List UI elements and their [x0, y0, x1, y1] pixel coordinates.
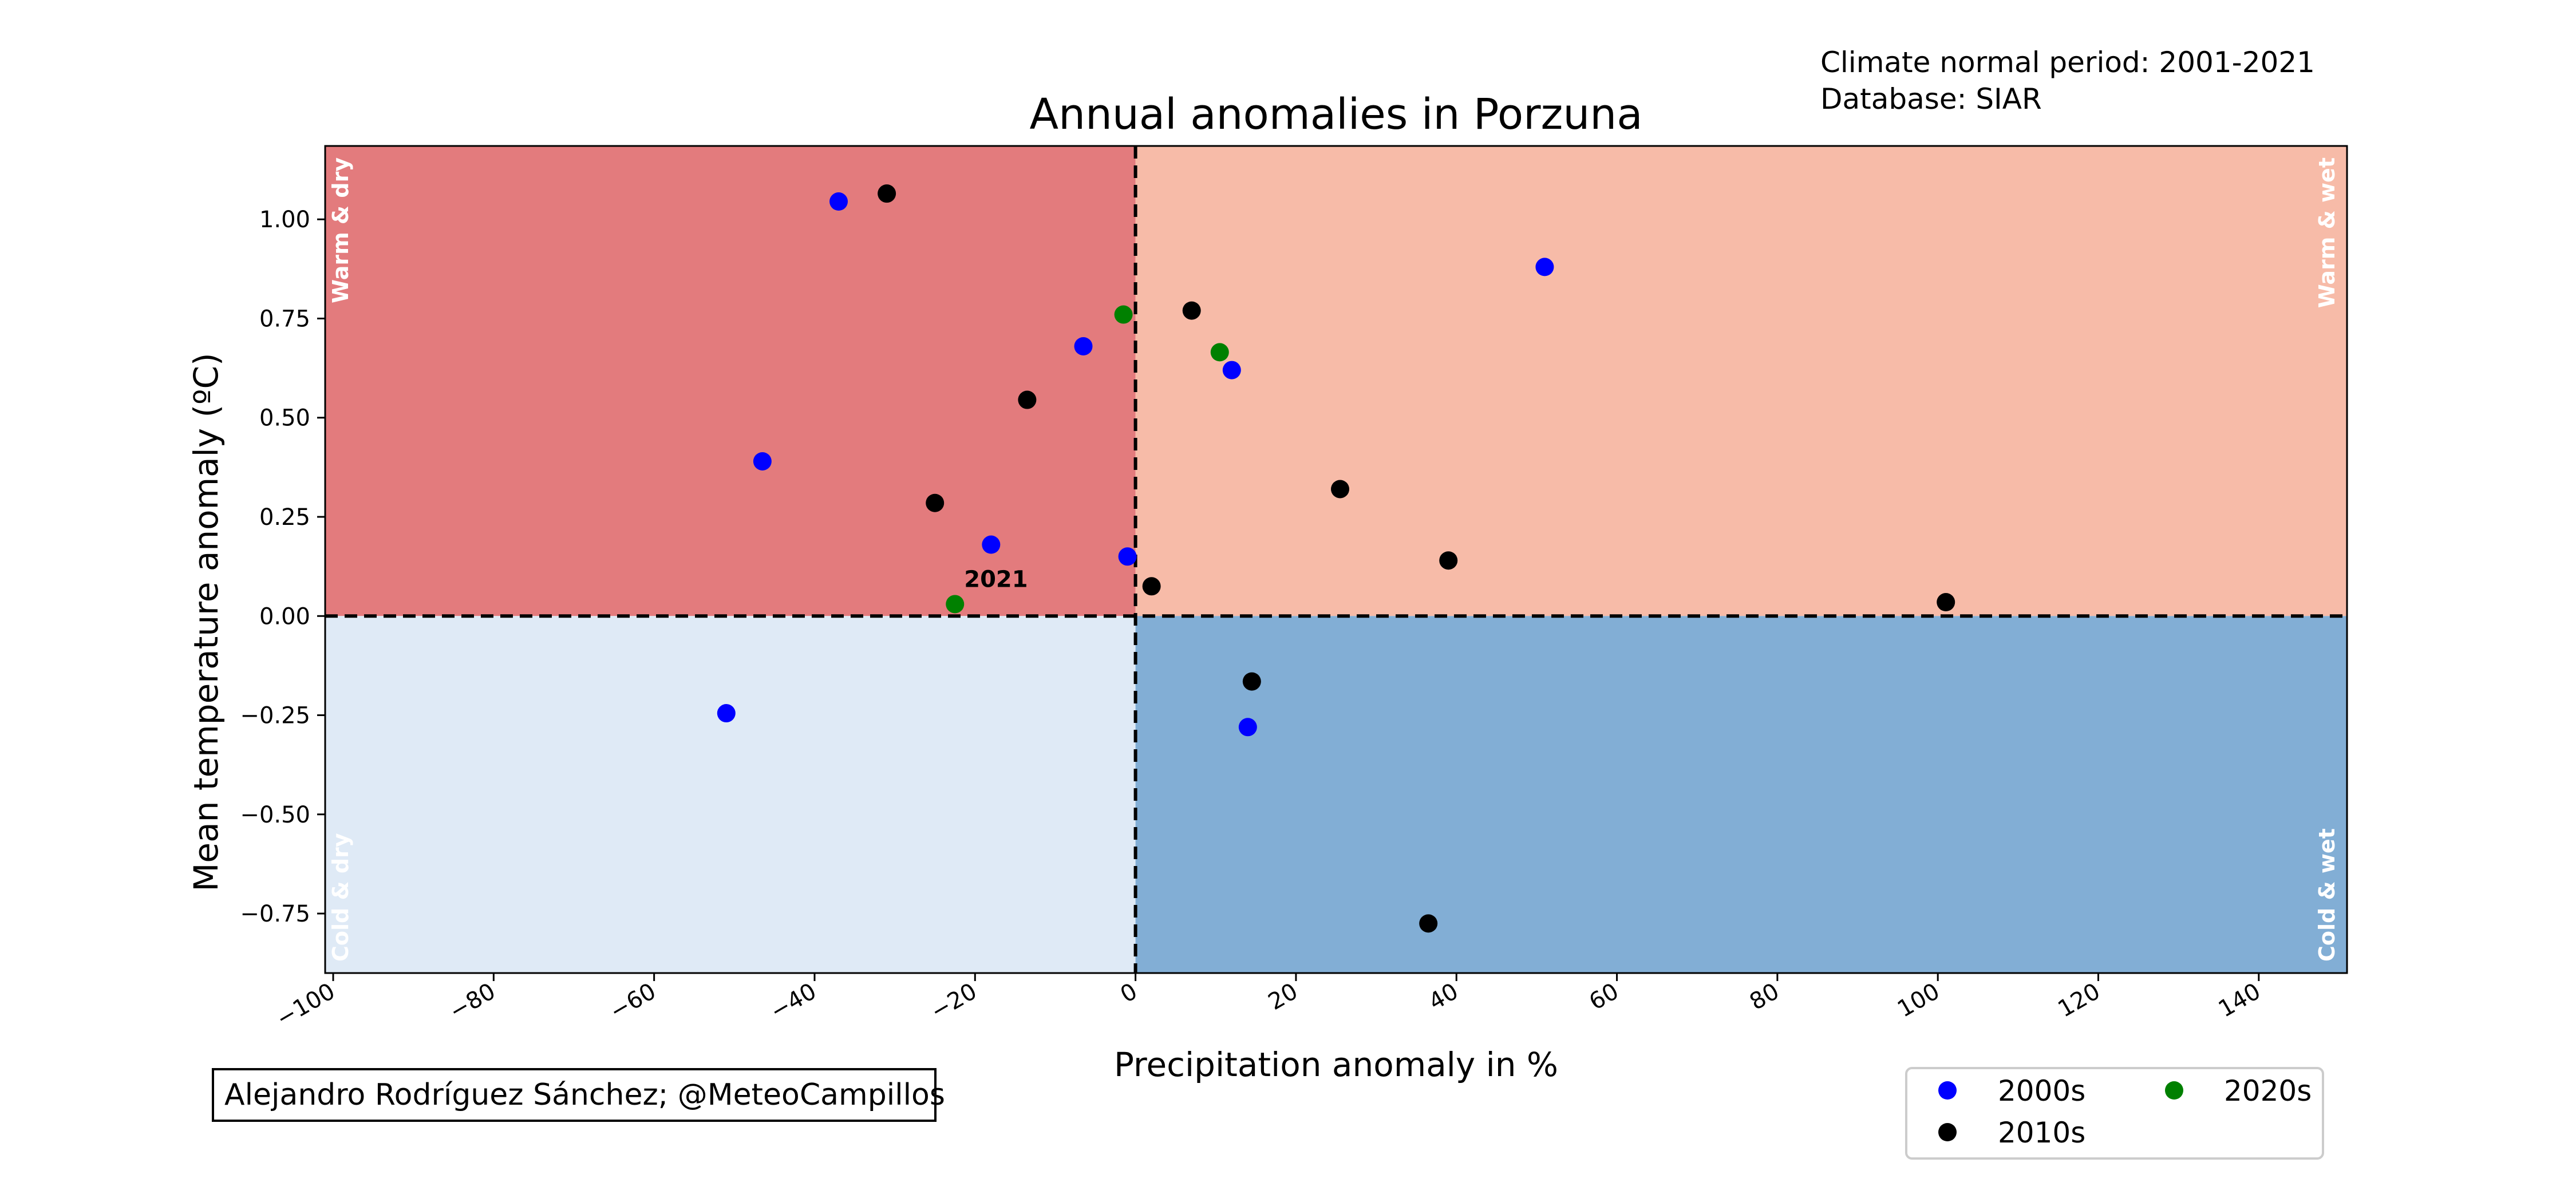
x-axis-ticks: −100 −80 −60 −40 −20 0 20 40 60 80 100 120 140 [272, 973, 2265, 1033]
y-axis-ticks: −0.75 −0.50 −0.25 0.00 0.25 0.50 0.75 1.00 [240, 207, 325, 927]
point-2010s [1242, 672, 1261, 691]
x-tick-label: 100 [1893, 978, 1944, 1023]
climate-period-info: Climate normal period: 2001-2021 [1820, 46, 2315, 79]
point-2010s [1142, 577, 1161, 596]
x-tick-label: 0 [1116, 978, 1142, 1009]
quadrant-cold-wet [1135, 616, 2348, 973]
point-2000s [717, 704, 736, 723]
y-tick-label: −0.50 [240, 802, 310, 828]
quadrant-label-cold-wet: Cold & wet [2314, 828, 2340, 962]
y-tick-label: 0.50 [259, 405, 310, 432]
quadrant-warm-dry [325, 146, 1136, 616]
point-annotations: 2021 [964, 566, 1028, 592]
point-2010s [1419, 914, 1438, 933]
legend-marker-2010s [1938, 1123, 1957, 1141]
legend-label-2020s: 2020s [2224, 1074, 2312, 1108]
y-tick-label: −0.25 [240, 703, 310, 729]
y-tick-label: −0.75 [240, 901, 310, 927]
credit-text: Alejandro Rodríguez Sánchez; @MeteoCampi… [224, 1078, 945, 1112]
data-points [717, 184, 1955, 933]
y-tick-label: 0.75 [259, 306, 310, 332]
point-2000s [1118, 547, 1137, 566]
x-tick-label: −20 [926, 978, 981, 1025]
quadrant-label-warm-dry: Warm & dry [328, 157, 353, 303]
quadrant-labels: Warm & dry Warm & wet Cold & dry Cold & wet [328, 157, 2340, 962]
quadrant-backgrounds [325, 146, 2348, 973]
point-2010s [1331, 480, 1350, 499]
legend-marker-2020s [2165, 1081, 2183, 1100]
point-2000s [1535, 258, 1554, 276]
legend-label-2010s: 2010s [1998, 1116, 2085, 1149]
quadrant-label-warm-wet: Warm & wet [2314, 157, 2340, 308]
point-2020s [1114, 305, 1133, 324]
x-tick-label: −60 [606, 978, 661, 1025]
point-2010s [878, 184, 896, 203]
point-2020s [946, 595, 965, 614]
point-2010s [1439, 551, 1458, 570]
x-tick-label: 60 [1585, 978, 1623, 1015]
y-tick-label: 1.00 [259, 207, 310, 233]
point-2020s [1210, 343, 1229, 362]
legend-label-2000s: 2000s [1998, 1074, 2085, 1108]
point-2000s [1238, 718, 1257, 737]
x-tick-label: −80 [445, 978, 500, 1025]
legend-frame [1905, 1067, 2324, 1160]
x-tick-label: 20 [1264, 978, 1302, 1015]
point-2010s [1182, 301, 1201, 320]
quadrant-warm-wet [1135, 146, 2348, 616]
plot-frame [324, 145, 2348, 974]
annotation-label: 2021 [964, 566, 1028, 592]
point-2000s [982, 535, 1001, 554]
y-axis-label: Mean temperature anomaly (ºC) [187, 353, 226, 891]
x-tick-label: −100 [272, 978, 339, 1033]
point-2000s [829, 192, 848, 211]
x-tick-label: −40 [766, 978, 821, 1025]
point-2010s [1018, 390, 1037, 409]
credit-box [212, 1068, 937, 1122]
x-tick-label: 140 [2214, 978, 2265, 1023]
x-tick-label: 80 [1745, 978, 1784, 1015]
x-tick-label: 40 [1424, 978, 1463, 1015]
point-2000s [753, 452, 772, 470]
y-tick-label: 0.00 [259, 603, 310, 630]
database-info: Database: SIAR [1820, 82, 2042, 116]
quadrant-label-cold-dry: Cold & dry [328, 833, 353, 962]
legend: 2000s 2010s 2020s [1905, 1067, 2324, 1160]
quadrant-cold-dry [325, 616, 1136, 973]
legend-marker-2000s [1938, 1081, 1957, 1100]
x-axis-label: Precipitation anomaly in % [1114, 1045, 1558, 1084]
point-2010s [1937, 593, 1955, 612]
x-tick-label: 120 [2053, 978, 2104, 1023]
point-2010s [926, 493, 945, 512]
point-2000s [1074, 337, 1093, 355]
y-tick-label: 0.25 [259, 504, 310, 531]
point-2000s [1222, 361, 1241, 379]
chart-title: Annual anomalies in Porzuna [1029, 90, 1642, 139]
